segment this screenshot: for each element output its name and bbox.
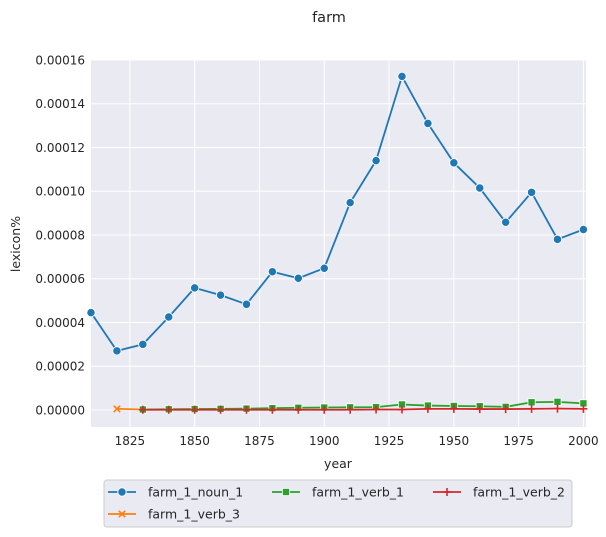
series-farm_1_verb_2: [138, 404, 588, 414]
data-point-farm_1_verb_2: [190, 405, 199, 414]
data-point-farm_1_noun_1: [215, 290, 226, 300]
data-point-farm_1_verb_2: [423, 404, 432, 413]
y-axis-ticks: 0.00000 0.00002 0.00004 0.00006 0.00008 0.000…: [35, 54, 85, 418]
legend-item-farm_1_verb_2: farm_1_verb_2: [433, 485, 565, 500]
x-tick-label: 1975: [503, 434, 534, 448]
y-tick-label: 0.00006: [35, 272, 85, 286]
x-tick-label: 2000: [568, 434, 599, 448]
legend-marker: [281, 487, 290, 496]
data-point-farm_1_noun_1: [293, 273, 303, 283]
data-point-farm_1_verb_2: [527, 404, 536, 413]
data-point-farm_1_noun_1: [526, 187, 537, 197]
series-line-farm_1_noun_1: [90, 75, 584, 352]
data-point-farm_1_noun_1: [164, 312, 174, 322]
y-tick-label: 0.00012: [35, 141, 85, 155]
data-point-farm_1_verb_2: [294, 405, 303, 414]
series-farm_1_noun_1: [86, 71, 589, 356]
y-tick-label: 0.00004: [35, 316, 85, 330]
series-group: [86, 71, 589, 414]
legend-item-farm_1_noun_1: farm_1_noun_1: [108, 485, 243, 500]
data-point-farm_1_verb_2: [449, 404, 458, 413]
data-point-farm_1_verb_2: [346, 405, 355, 414]
plot-area: [91, 60, 586, 427]
series-line-farm_1_verb_2: [142, 407, 584, 411]
legend-item-farm_1_verb_3: farm_1_verb_3: [108, 507, 240, 522]
data-point-farm_1_noun_1: [397, 71, 407, 82]
data-point-farm_1_noun_1: [371, 155, 381, 166]
data-point-farm_1_verb_1: [527, 398, 536, 407]
data-point-farm_1_noun_1: [112, 346, 122, 356]
series-line-farm_1_verb_3: [116, 407, 143, 411]
data-point-farm_1_noun_1: [319, 263, 329, 273]
data-point-farm_1_noun_1: [241, 299, 252, 309]
data-point-farm_1_verb_2: [579, 404, 588, 413]
data-point-farm_1_noun_1: [475, 183, 485, 193]
y-axis-title: lexicon%: [8, 216, 23, 272]
x-tick-label: 1875: [244, 434, 275, 448]
legend-label: farm_1_verb_3: [148, 507, 240, 522]
x-tick-label: 1900: [309, 434, 340, 448]
data-point-farm_1_noun_1: [190, 283, 200, 293]
data-point-farm_1_verb_3: [113, 405, 121, 413]
data-point-farm_1_verb_2: [216, 405, 225, 414]
y-tick-label: 0.00014: [35, 97, 85, 111]
data-point-farm_1_verb_2: [475, 405, 484, 414]
y-tick-label: 0.00002: [35, 360, 85, 374]
y-tick-label: 0.00010: [35, 185, 85, 199]
data-point-farm_1_noun_1: [578, 224, 589, 235]
data-point-farm_1_noun_1: [86, 307, 96, 318]
y-tick-label: 0.00016: [35, 54, 85, 68]
data-point-farm_1_verb_1: [553, 397, 562, 406]
data-point-farm_1_verb_2: [501, 405, 510, 414]
x-axis-title: year: [324, 456, 353, 471]
data-point-farm_1_verb_2: [372, 405, 381, 414]
x-tick-label: 1850: [179, 434, 210, 448]
data-point-farm_1_verb_2: [553, 404, 562, 413]
data-point-farm_1_noun_1: [267, 267, 278, 277]
legend-item-farm_1_verb_1: farm_1_verb_1: [272, 485, 404, 500]
legend-marker: [117, 487, 127, 497]
data-point-farm_1_noun_1: [552, 234, 563, 244]
x-tick-label: 1950: [439, 434, 470, 448]
data-point-farm_1_verb_2: [320, 405, 329, 414]
data-point-farm_1_noun_1: [501, 217, 511, 227]
data-point-farm_1_verb_2: [268, 405, 277, 414]
legend-label: farm_1_verb_2: [473, 485, 565, 500]
data-point-farm_1_noun_1: [423, 118, 433, 129]
legend-marker: [443, 488, 451, 496]
x-tick-label: 1925: [374, 434, 405, 448]
chart-title: farm: [312, 10, 346, 26]
legend-label: farm_1_verb_1: [312, 485, 404, 500]
legend-marker: [118, 510, 126, 518]
legend-label: farm_1_noun_1: [148, 485, 243, 500]
data-point-farm_1_noun_1: [449, 158, 459, 168]
data-point-farm_1_noun_1: [345, 197, 355, 208]
data-point-farm_1_verb_2: [138, 405, 147, 414]
data-point-farm_1_verb_2: [164, 405, 173, 414]
data-point-farm_1_verb_2: [397, 405, 406, 414]
x-tick-label: 1825: [115, 434, 146, 448]
data-point-farm_1_noun_1: [138, 339, 148, 349]
y-tick-label: 0.00000: [35, 403, 85, 417]
legend: farm_1_noun_1 farm_1_verb_1 farm_1_verb_2f…: [103, 479, 573, 528]
y-tick-label: 0.00008: [35, 228, 85, 242]
x-axis-ticks: 1825 1850 1875 1900 1925 1950 1975 2000: [115, 434, 599, 448]
data-point-farm_1_verb_2: [242, 405, 251, 414]
